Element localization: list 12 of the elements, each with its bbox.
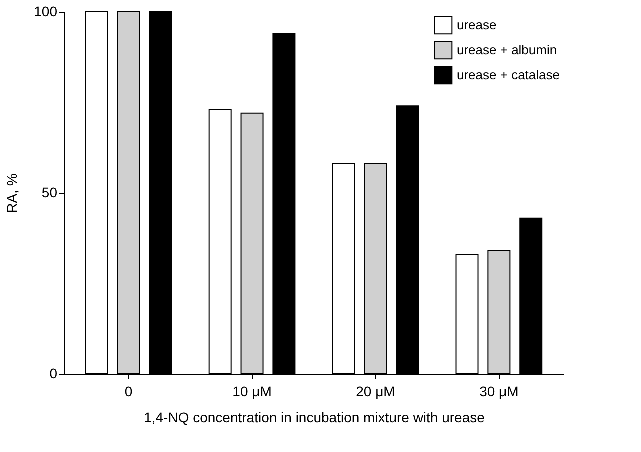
y-tick-label: 0 (50, 366, 58, 382)
y-axis-title: RA, % (4, 174, 20, 214)
x-tick-label: 0 (124, 384, 133, 400)
legend-label: urease (457, 18, 497, 32)
x-tick-label: 30 μM (480, 384, 519, 400)
legend-label: urease + albumin (457, 42, 558, 58)
legend-label: urease + catalase (457, 68, 560, 82)
x-tick-label: 20 μM (356, 384, 396, 400)
x-tick-label: 10 μM (232, 384, 272, 400)
y-tick-label: 50 (42, 184, 58, 200)
x-axis-title: 1,4-NQ concentration in incubation mixture with urease (144, 410, 486, 426)
y-tick-label: 100 (34, 4, 58, 20)
